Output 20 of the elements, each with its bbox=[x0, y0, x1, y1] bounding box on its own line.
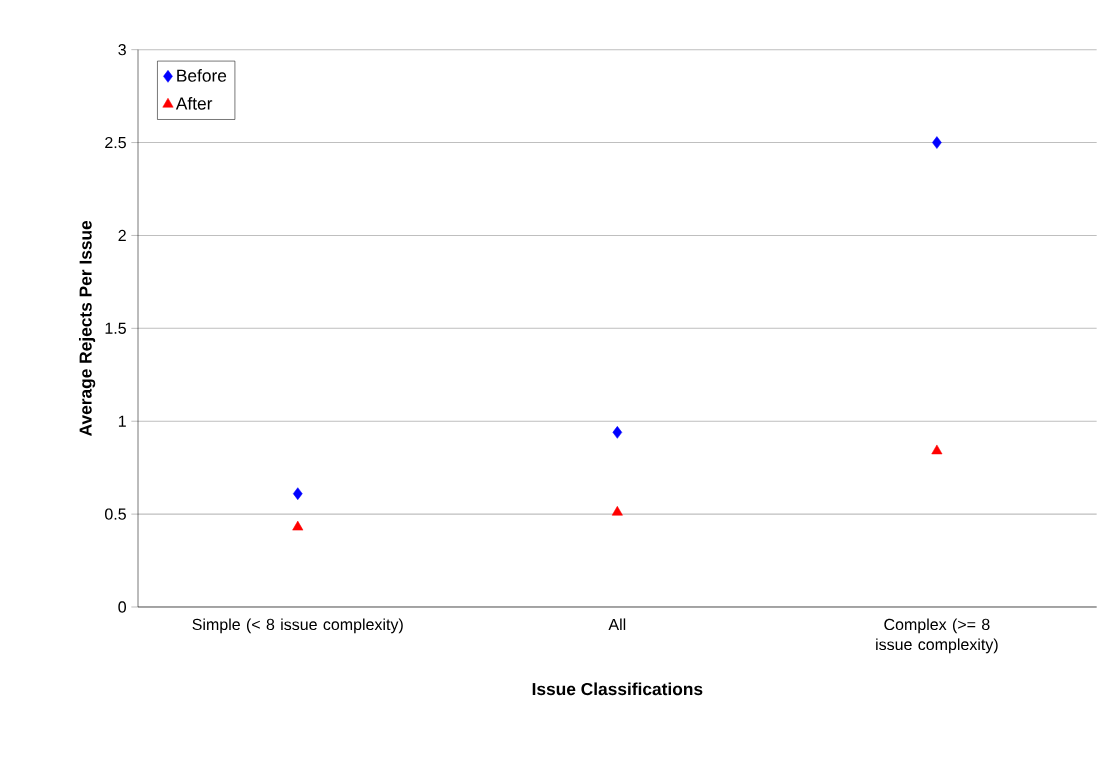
x-tick-label: All bbox=[608, 618, 626, 630]
point bbox=[611, 505, 623, 516]
x-axis-title: Issue Classifications bbox=[532, 682, 703, 696]
y-tick-label: 1 bbox=[118, 415, 126, 427]
y-tick-label: 2.5 bbox=[105, 136, 126, 149]
x-tick-label: Complex (>= 8 issue complexity) bbox=[876, 618, 998, 654]
x-tick-label: Simple (< 8 issue complexity) bbox=[192, 618, 403, 634]
y-tick-label: 0 bbox=[118, 601, 127, 613]
point bbox=[931, 444, 943, 455]
legend-label: Before bbox=[177, 69, 227, 82]
point bbox=[612, 426, 623, 439]
point bbox=[932, 136, 942, 149]
y-tick-label: 2 bbox=[118, 229, 126, 242]
legend-label: After bbox=[175, 96, 213, 110]
y-tick-label: 0.5 bbox=[105, 508, 126, 520]
y-axis-title: Average Rejects Per Issue bbox=[78, 220, 96, 436]
point bbox=[293, 487, 303, 500]
point bbox=[292, 520, 304, 531]
y-tick-label: 1.5 bbox=[105, 322, 126, 334]
y-tick-label: 3 bbox=[118, 44, 126, 56]
